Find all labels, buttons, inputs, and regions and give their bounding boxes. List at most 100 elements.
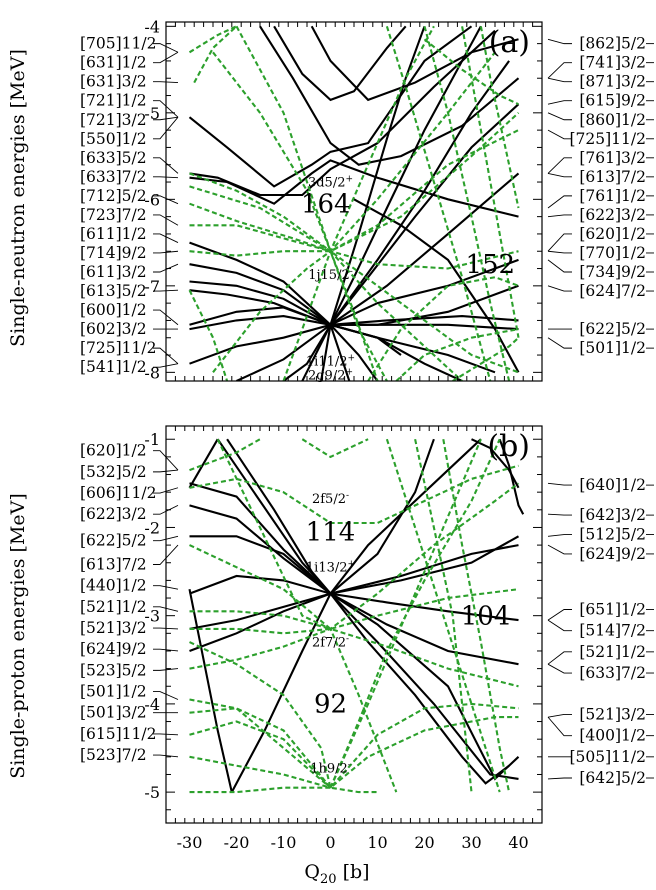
y-tick-label: -5: [144, 783, 160, 802]
x-tick-label: 0: [325, 833, 335, 852]
right-state-label: [725]11/2: [570, 130, 647, 148]
left-state-label: [611]3/2: [80, 263, 147, 281]
level-dashed-p0-29: [212, 51, 379, 381]
level-solid-p0-20: [189, 241, 332, 326]
right-leader-line: [547, 651, 572, 665]
level-dashed-p0-22: [193, 25, 238, 84]
right-leader-line: [547, 619, 572, 632]
level-dashed-p0-38: [452, 336, 520, 381]
level-solid-p0-3: [273, 25, 407, 102]
right-leader-line: [547, 233, 572, 252]
x-axis-label-unit: [b]: [337, 861, 370, 883]
left-state-label: [532]5/2: [80, 463, 147, 481]
level-solid-p0-14: [329, 25, 482, 326]
right-state-label: [501]1/2: [579, 339, 646, 357]
left-state-label: [633]7/2: [80, 168, 147, 186]
right-state-label: [521]3/2: [579, 705, 646, 723]
right-state-label: [862]5/2: [579, 35, 646, 53]
level-solid-p0-2: [189, 29, 496, 197]
right-state-label: [505]11/2: [570, 748, 647, 766]
right-leader-line: [547, 259, 572, 273]
panel-b-proton: Single-proton energies [MeV] -1 -2 -3 -4 -5 -…: [7, 425, 654, 852]
level-solid-p0-18: [329, 172, 520, 326]
right-state-label: [734]9/2: [579, 263, 646, 281]
right-state-label: [615]9/2: [579, 92, 646, 110]
level-solid-p0-4: [259, 25, 520, 166]
right-state-label: [624]7/2: [579, 282, 646, 300]
left-state-label: [721]3/2: [80, 111, 147, 129]
left-leader-line: [153, 469, 179, 473]
right-state-label: [514]7/2: [579, 622, 646, 640]
left-leader-line: [153, 214, 179, 226]
right-state-label: [633]7/2: [579, 664, 646, 682]
level-dashed-p0-33: [423, 26, 511, 381]
level-solid-p0-5: [310, 25, 519, 102]
y-tick-label: -5: [144, 104, 160, 123]
x-axis-label: Q20 [b]: [304, 861, 369, 887]
x-tick-label: -10: [271, 833, 297, 852]
level-dashed-p0-41: [423, 38, 519, 106]
shell-gap-label: 92: [314, 690, 347, 720]
left-leader-line: [153, 157, 179, 174]
right-state-label: [622]5/2: [579, 320, 646, 338]
right-leader-line: [547, 513, 572, 516]
right-leader-line: [547, 157, 572, 174]
left-state-label: [440]1/2: [80, 577, 147, 595]
level-solid-p0-12: [236, 60, 510, 381]
orbital-label: 2f5/2-: [312, 491, 349, 507]
left-state-label: [523]7/2: [80, 746, 147, 764]
level-solid-p0-13: [282, 103, 520, 381]
shell-gap-label: 152: [465, 250, 515, 280]
level-dashed-p1-29: [189, 755, 331, 789]
left-state-label: [541]1/2: [80, 358, 147, 376]
level-solid-p1-12: [471, 438, 520, 489]
left-state-label: [521]1/2: [80, 598, 147, 616]
left-state-label: [613]5/2: [80, 282, 147, 300]
left-leader-line: [153, 100, 179, 118]
left-leader-line: [153, 535, 179, 542]
level-solid-p0-0: [188, 25, 473, 188]
right-state-label: [622]3/2: [579, 206, 646, 224]
level-dashed-p0-34: [461, 26, 520, 338]
level-dashed-p0-31: [189, 202, 519, 374]
shell-gap-label: 104: [461, 602, 511, 632]
left-leader-line: [153, 585, 179, 590]
x-tick-label: 10: [367, 833, 387, 852]
right-leader-line: [547, 172, 572, 178]
level-dashed-p1-30: [301, 438, 369, 459]
level-dashed-p1-19: [189, 720, 378, 794]
left-state-label: [600]1/2: [80, 301, 147, 319]
x-axis-label-subscript: 20: [320, 872, 337, 887]
y-tick-label: -4: [144, 17, 160, 36]
left-leader-line: [153, 116, 179, 121]
left-leader-line: [153, 289, 179, 292]
right-state-label: [521]1/2: [579, 643, 646, 661]
panel-label-p1: (b): [487, 429, 530, 464]
panel-label-p0: (a): [489, 25, 530, 60]
x-tick-label: 40: [508, 833, 528, 852]
level-dashed-p1-13: [189, 464, 519, 525]
left-leader-line: [153, 504, 179, 515]
orbital-label: 2f7/2-: [312, 635, 349, 651]
left-state-label: [611]1/2: [80, 225, 147, 243]
level-dashed-p0-39: [188, 25, 237, 54]
level-dashed-p1-23: [329, 438, 501, 789]
panel-a-ylabel: Single-neutron energies [MeV]: [7, 49, 29, 347]
left-leader-line: [153, 81, 179, 84]
right-leader-line: [547, 714, 572, 718]
orbital-label: 1i11/2+: [306, 353, 355, 369]
right-leader-line: [547, 112, 572, 121]
right-leader-line: [547, 777, 572, 780]
level-dashed-p0-28: [282, 25, 435, 381]
left-state-label: [631]1/2: [80, 54, 147, 72]
y-tick-label: -8: [144, 363, 160, 382]
level-dashed-p1-16: [189, 627, 519, 688]
level-dashed-p1-14: [189, 438, 261, 472]
right-state-label: [640]1/2: [579, 476, 646, 494]
left-leader-line: [153, 195, 179, 205]
level-dashed-p0-36: [367, 276, 519, 381]
left-leader-line: [153, 691, 179, 700]
right-leader-line: [547, 129, 572, 140]
panel-a-neutron: Single-neutron energies [MeV] -4 -5 -6 -7 -8…: [7, 17, 654, 383]
y-tick-label: -4: [144, 695, 160, 714]
